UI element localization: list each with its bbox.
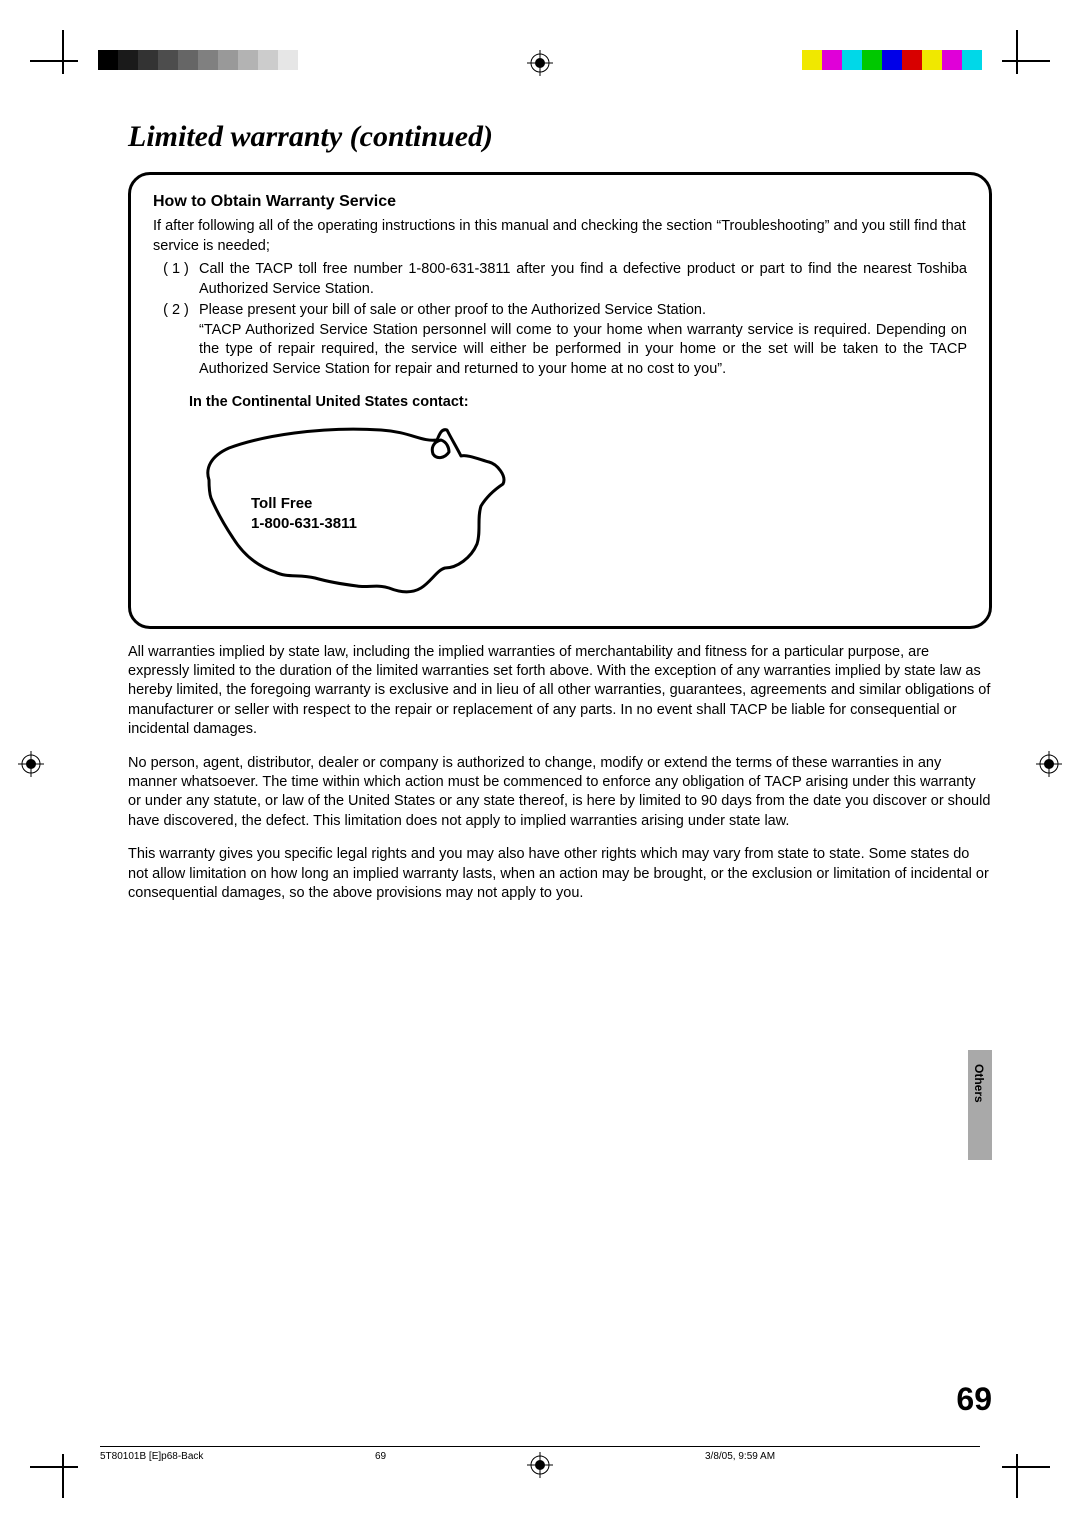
swatch — [238, 50, 258, 70]
swatch — [118, 50, 138, 70]
registration-mark-icon — [18, 751, 44, 777]
swatch — [218, 50, 238, 70]
grayscale-calibration-bar — [98, 50, 298, 70]
swatch — [962, 50, 982, 70]
crop-mark — [30, 1466, 78, 1468]
swatch — [138, 50, 158, 70]
box-intro: If after following all of the operating … — [153, 217, 967, 256]
color-calibration-bar — [802, 50, 982, 70]
section-tab: Others — [968, 1050, 992, 1160]
crop-mark — [1002, 60, 1050, 62]
footer-doc-id: 5T80101B [E]p68-Back — [100, 1451, 375, 1462]
page-content: Limited warranty (continued) How to Obta… — [128, 120, 992, 1418]
crop-mark — [1016, 1454, 1018, 1498]
list-item: ( 2 )Please present your bill of sale or… — [153, 301, 967, 379]
page-number: 69 — [956, 1381, 992, 1418]
toll-free-number: 1-800-631-3811 — [251, 514, 357, 534]
body-paragraph: This warranty gives you specific legal r… — [128, 845, 992, 903]
list-item-text: Call the TACP toll free number 1-800-631… — [199, 260, 967, 299]
numbered-list: ( 1 )Call the TACP toll free number 1-80… — [153, 260, 967, 379]
swatch — [842, 50, 862, 70]
section-tab-label: Others — [972, 1064, 986, 1103]
crop-mark — [62, 1454, 64, 1498]
warranty-service-box: How to Obtain Warranty Service If after … — [128, 172, 992, 629]
crop-mark — [30, 60, 78, 62]
swatch — [278, 50, 298, 70]
swatch — [258, 50, 278, 70]
body-paragraph: All warranties implied by state law, inc… — [128, 643, 992, 740]
swatch — [198, 50, 218, 70]
toll-free-label: Toll Free — [251, 494, 357, 514]
swatch — [922, 50, 942, 70]
crop-mark — [1002, 1466, 1050, 1468]
list-item-number: ( 1 ) — [153, 260, 199, 299]
body-paragraph: No person, agent, distributor, dealer or… — [128, 754, 992, 832]
print-footer: 5T80101B [E]p68-Back 69 3/8/05, 9:59 AM — [100, 1446, 980, 1462]
page-title: Limited warranty (continued) — [128, 120, 992, 154]
swatch — [902, 50, 922, 70]
list-item-number: ( 2 ) — [153, 301, 199, 379]
swatch — [98, 50, 118, 70]
contact-heading: In the Continental United States contact… — [189, 394, 967, 410]
swatch — [882, 50, 902, 70]
swatch — [862, 50, 882, 70]
list-item: ( 1 )Call the TACP toll free number 1-80… — [153, 260, 967, 299]
us-map-illustration: Toll Free 1-800-631-3811 — [181, 418, 521, 608]
swatch — [178, 50, 198, 70]
registration-mark-icon — [1036, 751, 1062, 777]
crop-mark — [62, 30, 64, 74]
swatch — [942, 50, 962, 70]
swatch — [802, 50, 822, 70]
footer-page: 69 — [375, 1451, 595, 1462]
swatch — [822, 50, 842, 70]
crop-mark — [1016, 30, 1018, 74]
registration-mark-icon — [527, 50, 553, 76]
swatch — [158, 50, 178, 70]
box-heading: How to Obtain Warranty Service — [153, 193, 967, 211]
footer-datetime: 3/8/05, 9:59 AM — [595, 1451, 980, 1462]
list-item-text: Please present your bill of sale or othe… — [199, 301, 967, 379]
